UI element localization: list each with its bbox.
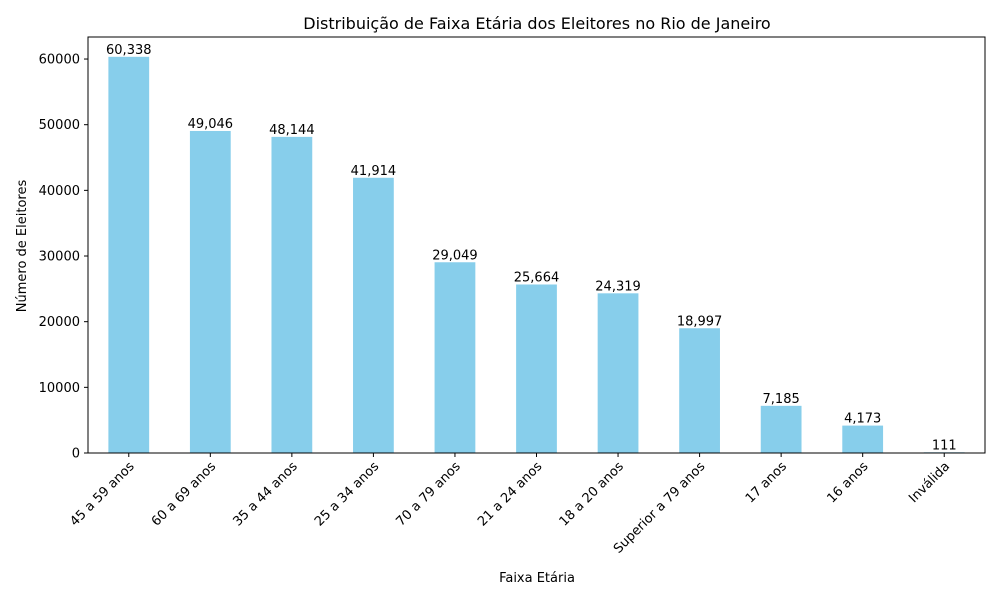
bar-3 <box>353 177 394 454</box>
data-label-6: 24,319 <box>595 279 641 294</box>
bar-0 <box>108 56 150 453</box>
bar-1 <box>189 130 231 454</box>
chart-title: Distribuição de Faixa Etária dos Eleitor… <box>303 14 770 33</box>
bar-9 <box>842 425 884 453</box>
x-tick-label-9: 16 anos <box>824 459 871 506</box>
data-label-1: 49,046 <box>188 117 234 132</box>
x-tick-label-4: 70 a 79 anos <box>394 459 464 529</box>
y-tick-label-1: 10000 <box>39 381 80 396</box>
x-tick-label-0: 45 a 59 anos <box>67 459 137 529</box>
data-label-9: 4,173 <box>844 412 881 427</box>
bar-7 <box>679 328 720 453</box>
x-tick-label-7: Superior a 79 anos <box>611 459 709 557</box>
x-axis-label: Faixa Etária <box>499 571 575 586</box>
y-tick-label-2: 20000 <box>39 315 80 330</box>
x-tick-label-8: 17 anos <box>743 459 790 506</box>
bar-4 <box>434 262 476 453</box>
bar-2 <box>271 136 313 453</box>
bar-5 <box>516 284 557 453</box>
y-tick-label-4: 40000 <box>39 184 80 199</box>
data-labels: 60,338 49,046 48,144 41,914 29,049 25,664 24,3… <box>106 43 957 453</box>
data-label-0: 60,338 <box>106 43 152 58</box>
x-tick-label-3: 25 a 34 anos <box>312 459 382 529</box>
bar-8 <box>760 405 802 453</box>
x-axis-ticks: 45 a 59 anos 60 a 69 anos 35 a 44 anos 25 a… <box>67 453 953 557</box>
data-label-4: 29,049 <box>432 248 478 263</box>
y-tick-label-3: 30000 <box>39 250 80 265</box>
y-tick-label-6: 60000 <box>39 53 80 68</box>
y-axis-ticks: 0 10000 20000 30000 40000 50000 60000 <box>39 53 88 462</box>
y-axis-label: Número de Eleitores <box>15 180 30 313</box>
x-tick-label-6: 18 a 20 anos <box>557 459 627 529</box>
data-label-8: 7,185 <box>763 392 800 407</box>
data-label-2: 48,144 <box>269 123 315 138</box>
bars-group <box>108 56 965 454</box>
data-label-10: 111 <box>932 438 957 453</box>
plot-frame <box>87 36 986 454</box>
y-tick-label-0: 0 <box>72 447 80 462</box>
data-label-5: 25,664 <box>514 270 560 285</box>
bar-6 <box>597 293 639 453</box>
x-tick-label-2: 35 a 44 anos <box>230 459 300 529</box>
x-tick-label-5: 21 a 24 anos <box>475 459 545 529</box>
data-label-7: 18,997 <box>677 314 723 329</box>
y-tick-label-5: 50000 <box>39 118 80 133</box>
data-label-3: 41,914 <box>351 164 397 179</box>
x-tick-label-10: Inválida <box>906 459 953 506</box>
x-tick-label-1: 60 a 69 anos <box>149 459 219 529</box>
